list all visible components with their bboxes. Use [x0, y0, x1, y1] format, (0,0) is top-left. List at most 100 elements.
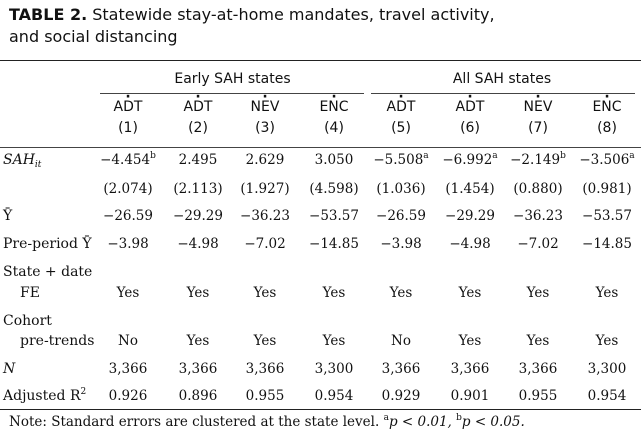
column-variable: ENC: [319, 99, 349, 115]
table-cell: Yes: [322, 285, 346, 301]
dot-accent: ·: [262, 89, 268, 105]
table-cell: 0.901: [450, 388, 490, 404]
header-rule: [0, 147, 641, 148]
dot-accent: ·: [195, 89, 201, 105]
table-cell: −4.98: [177, 236, 219, 252]
table-cell: No: [391, 333, 411, 349]
row-label-adjusted-r2: Adjusted R2: [3, 387, 87, 405]
table-cell: 0.954: [314, 388, 354, 404]
table-cell: −29.29: [173, 208, 223, 224]
row-label-cohort-line2: pre-trends: [20, 333, 95, 349]
table-cell: 3,366: [381, 361, 421, 377]
row-label-sah: SAHit: [3, 152, 42, 170]
table-cell: −3.506a: [579, 151, 635, 169]
table-cell: 3,366: [108, 361, 148, 377]
table-cell: 3.050: [314, 152, 354, 168]
table-cell: (1.454): [445, 181, 495, 197]
table-cell: (1.036): [376, 181, 426, 197]
table-cell: Yes: [595, 285, 619, 301]
table-cell: −36.23: [240, 208, 290, 224]
column-header: · ADT (2): [168, 89, 228, 137]
table-cell: Yes: [526, 285, 550, 301]
bottom-rule: [0, 409, 641, 410]
table-cell: 0.955: [245, 388, 285, 404]
row-label-ybar: Ȳ: [3, 208, 13, 224]
table-cell: 3,366: [245, 361, 285, 377]
table-cell: −3.98: [380, 236, 422, 252]
table-cell: −14.85: [309, 236, 359, 252]
table-cell: (4.598): [309, 181, 359, 197]
table-cell: 0.955: [518, 388, 558, 404]
table-cell: Yes: [322, 333, 346, 349]
table-cell: (1.927): [240, 181, 290, 197]
column-variable: NEV: [250, 99, 280, 115]
table-cell: 2.495: [178, 152, 218, 168]
table-cell: Yes: [595, 333, 619, 349]
column-header: · ADT (1): [98, 89, 158, 137]
column-number: (2): [188, 120, 208, 136]
table-title-line1: Statewide stay-at-home mandates, travel …: [92, 5, 495, 24]
column-variable: ADT: [455, 99, 485, 115]
column-number: (3): [255, 120, 275, 136]
column-header: · NEV (7): [508, 89, 568, 137]
table-cell: 3,366: [518, 361, 558, 377]
table-cell: 0.954: [587, 388, 627, 404]
column-header: · ENC (8): [577, 89, 637, 137]
column-number: (5): [391, 120, 411, 136]
table-cell: 3,300: [314, 361, 354, 377]
table-cell: (2.113): [173, 181, 223, 197]
table-cell: (2.074): [103, 181, 153, 197]
group-header-all: All SAH states: [452, 71, 552, 87]
table-cell: −53.57: [309, 208, 359, 224]
table-cell: −26.59: [103, 208, 153, 224]
column-variable: ADT: [183, 99, 213, 115]
column-number: (8): [597, 120, 617, 136]
dot-accent: ·: [467, 89, 473, 105]
column-number: (4): [324, 120, 344, 136]
table-label: TABLE 2.: [9, 5, 88, 24]
table-cell: −3.98: [107, 236, 149, 252]
table-cell: 2.629: [245, 152, 285, 168]
table-title-line2: and social distancing: [9, 27, 178, 46]
dot-accent: ·: [331, 89, 337, 105]
table-cell: −14.85: [582, 236, 632, 252]
column-variable: ENC: [592, 99, 622, 115]
column-header: · ADT (5): [371, 89, 431, 137]
column-number: (7): [528, 120, 548, 136]
table-cell: Yes: [458, 333, 482, 349]
group-rule-all: [371, 93, 635, 94]
table-cell: −29.29: [445, 208, 495, 224]
table-cell: No: [118, 333, 138, 349]
table-cell: Yes: [186, 333, 210, 349]
table-cell: Yes: [253, 333, 277, 349]
table-cell: −2.149b: [510, 151, 566, 169]
table-cell: Yes: [253, 285, 277, 301]
dot-accent: ·: [125, 89, 131, 105]
table-cell: 3,300: [587, 361, 627, 377]
table-title: TABLE 2. Statewide stay-at-home mandates…: [9, 4, 629, 48]
column-number: (6): [460, 120, 480, 136]
table-cell: −53.57: [582, 208, 632, 224]
table-cell: 0.896: [178, 388, 218, 404]
column-variable: ADT: [113, 99, 143, 115]
table-cell: Yes: [458, 285, 482, 301]
row-label-fe-line1: State + date: [3, 264, 93, 280]
column-header: · ADT (6): [440, 89, 500, 137]
table-cell: Yes: [186, 285, 210, 301]
row-label-preperiod: Pre-period Ȳ: [3, 236, 92, 252]
column-header: · NEV (3): [235, 89, 295, 137]
dot-accent: ·: [398, 89, 404, 105]
row-label-cohort-line1: Cohort: [3, 313, 52, 329]
table-cell: −26.59: [376, 208, 426, 224]
table-cell: −6.992a: [442, 151, 498, 169]
column-variable: ADT: [386, 99, 416, 115]
column-header: · ENC (4): [304, 89, 364, 137]
row-label-fe-line2: FE: [20, 285, 40, 301]
table-cell: −4.98: [449, 236, 491, 252]
table-cell: 0.926: [108, 388, 148, 404]
row-label-n: N: [3, 361, 16, 377]
group-header-early: Early SAH states: [174, 71, 291, 87]
dot-accent: ·: [535, 89, 541, 105]
table-cell: −7.02: [244, 236, 286, 252]
table-cell: −5.508a: [373, 151, 429, 169]
